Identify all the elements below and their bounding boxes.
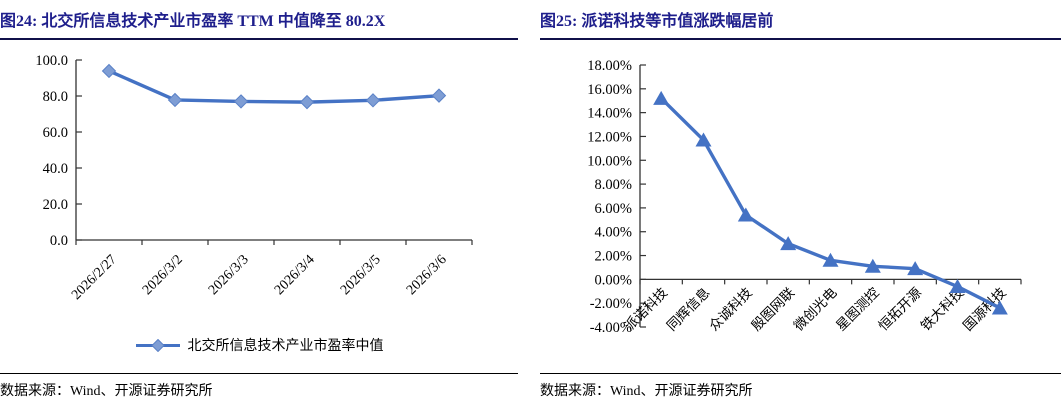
data-point-marker: [822, 252, 839, 267]
series-line: [107, 69, 441, 104]
series-line: [659, 96, 1002, 310]
y-tick-label: 8.00%: [595, 177, 632, 193]
x-category-label: 2026/3/6: [404, 252, 450, 298]
y-tick-label: 10.00%: [587, 153, 632, 169]
data-point-marker: [431, 88, 447, 103]
legend: 北交所信息技术产业市盈率中值: [0, 333, 518, 357]
x-category-label: 2026/3/2: [140, 252, 186, 298]
data-point-marker: [233, 94, 249, 109]
figure-24-source-text: 数据来源：Wind、开源证券研究所: [0, 384, 213, 399]
figure-25-title-text: 图25: 派诺科技等市值涨跌幅居前: [540, 13, 774, 30]
legend-line-diamond-icon: [135, 338, 180, 352]
x-category-label: 2026/3/5: [338, 252, 384, 298]
x-category-label: 2026/2/27: [69, 252, 120, 303]
y-tick-label: 14.00%: [587, 106, 632, 122]
y-tick-label: 20.0: [43, 197, 68, 213]
x-category-label: 2026/3/4: [272, 252, 318, 298]
y-tick-label: 100.0: [35, 53, 68, 69]
y-tick-label: 40.0: [43, 161, 68, 177]
pe-ttm-line-chart: 0.0 20.0 40.0 60.0 80.0 100.0 2026/2/27 2026/3/…: [35, 53, 473, 303]
data-point-marker: [991, 300, 1008, 315]
y-tick-label: -2.00%: [590, 296, 632, 312]
data-point-marker: [695, 132, 712, 147]
y-tick-label: 16.00%: [587, 82, 632, 98]
x-category-label: 恒拓开源: [875, 285, 924, 334]
legend-label: 北交所信息技术产业市盈率中值: [187, 339, 384, 354]
figure-24-title: 图24: 北交所信息技术产业市盈率 TTM 中值降至 80.2X: [0, 0, 518, 40]
y-tick-label: 18.00%: [587, 58, 632, 74]
data-point-marker: [907, 261, 924, 276]
data-point-marker: [101, 63, 117, 79]
y-tick-label: 2.00%: [595, 249, 632, 265]
x-category-label: 2026/3/3: [206, 252, 252, 298]
figure-24-source: 数据来源：Wind、开源证券研究所: [0, 373, 518, 406]
x-category-label: 同辉信息: [663, 284, 712, 333]
y-tick-label: 6.00%: [595, 201, 632, 217]
data-point-marker: [653, 90, 670, 105]
y-tick-label: 0.0: [50, 233, 68, 249]
figure-25-title: 图25: 派诺科技等市值涨跌幅居前: [540, 0, 1061, 40]
data-point-marker: [737, 207, 754, 222]
figure-25-source-text: 数据来源：Wind、开源证券研究所: [540, 384, 753, 399]
x-category-label: 星图测控: [833, 285, 882, 334]
x-category-label: 殷图网联: [748, 285, 797, 334]
data-point-marker: [299, 94, 315, 110]
data-point-marker: [864, 258, 881, 273]
y-tick-label: 4.00%: [595, 225, 632, 241]
figure-25: 图25: 派诺科技等市值涨跌幅居前 -4.00% -2.00% 0.00% 2.00%…: [540, 0, 1061, 406]
y-tick-label: 80.0: [43, 89, 68, 105]
y-tick-label: 60.0: [43, 125, 68, 141]
data-point-marker: [365, 93, 381, 108]
y-tick-label: -4.00%: [590, 320, 632, 336]
y-tick-label: 0.00%: [595, 272, 632, 288]
figure-24-title-text: 图24: 北交所信息技术产业市盈率 TTM 中值降至 80.2X: [0, 13, 386, 30]
x-category-label: 微创光电: [791, 285, 840, 334]
market-cap-change-line-chart: -4.00% -2.00% 0.00% 2.00% 4.00% 6.00% 8.00% 10.…: [587, 58, 1022, 336]
data-point-marker: [780, 236, 797, 251]
data-point-marker: [949, 279, 966, 294]
data-point-marker: [167, 92, 183, 108]
y-tick-label: 12.00%: [587, 129, 632, 145]
figure-24: 图24: 北交所信息技术产业市盈率 TTM 中值降至 80.2X 0.0 20.0…: [0, 0, 518, 406]
figure-25-source: 数据来源：Wind、开源证券研究所: [540, 373, 1061, 406]
x-category-label: 众诚科技: [706, 285, 755, 334]
